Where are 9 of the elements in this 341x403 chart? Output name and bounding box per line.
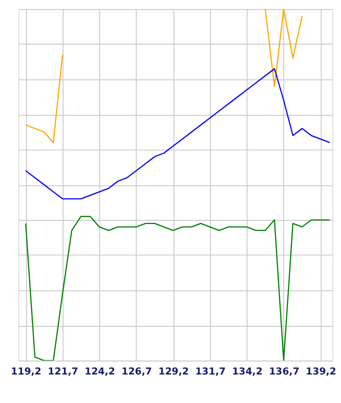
x-tick-label: 121,7 xyxy=(48,366,78,378)
x-tick-label: 124,2 xyxy=(84,366,116,378)
x-tick-label: 139,2 xyxy=(306,366,336,378)
x-tick-label: 134,2 xyxy=(232,366,263,378)
x-tick-label: 129,2 xyxy=(158,366,189,378)
x-tick-label: 131,7 xyxy=(195,366,226,378)
x-tick-label: 136,7 xyxy=(268,366,300,378)
x-tick-label: 119,2 xyxy=(10,366,42,378)
x-tick-label: 126,7 xyxy=(122,366,152,378)
